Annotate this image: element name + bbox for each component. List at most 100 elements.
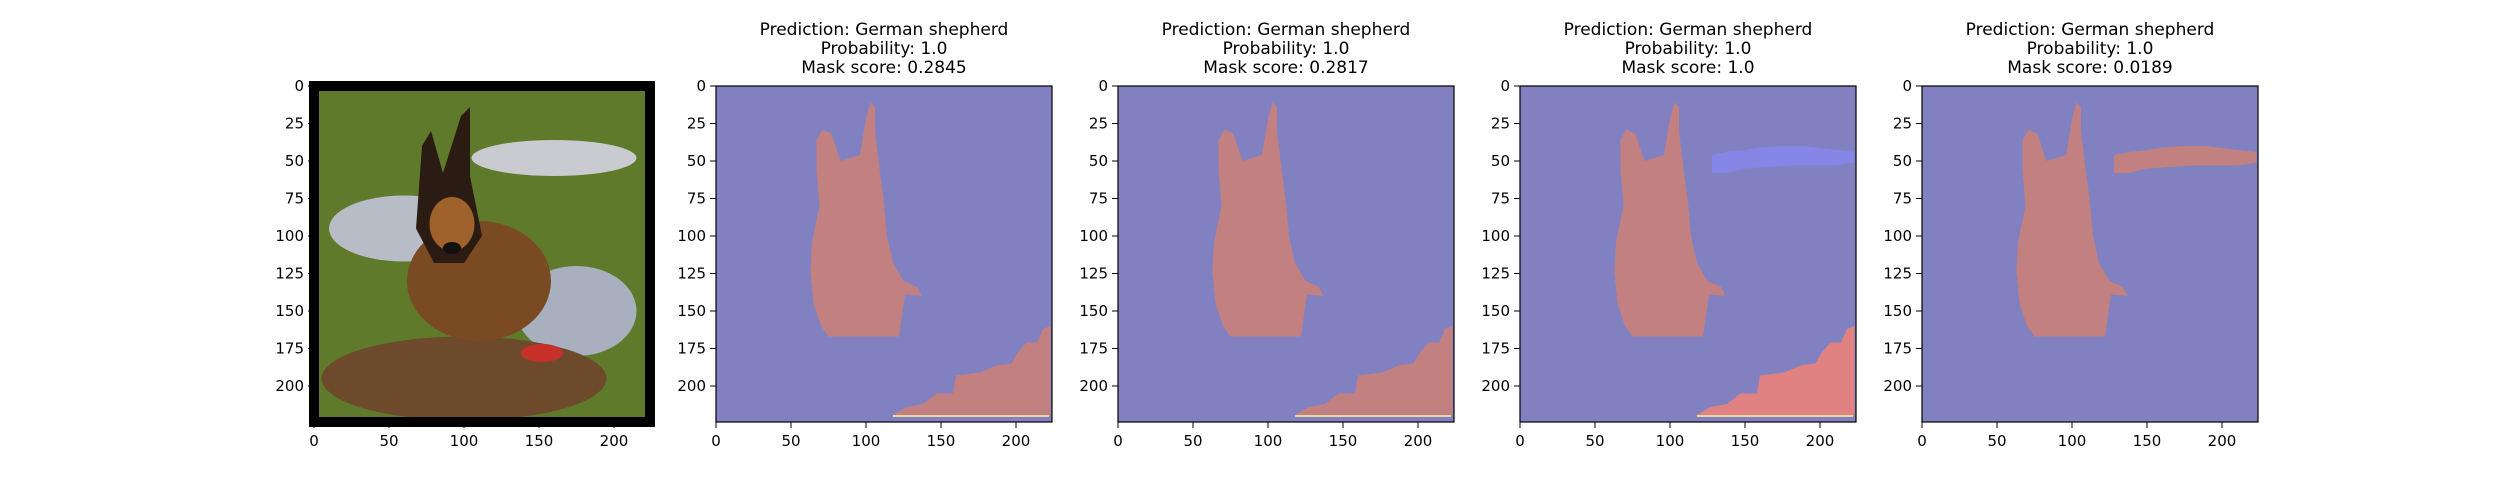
x-tick-label: 50	[1987, 432, 2006, 450]
y-tick-label: 50	[285, 152, 304, 170]
y-tick-label: 50	[1491, 152, 1510, 170]
y-tick-label: 75	[285, 190, 304, 208]
y-tick-label: 0	[696, 77, 706, 95]
x-tick-label: 50	[379, 432, 398, 450]
y-tick-label: 125	[1883, 265, 1912, 283]
y-tick-label: 25	[687, 115, 706, 133]
mask-region-ground	[1293, 326, 1453, 416]
x-tick-label: 200	[1806, 432, 1835, 450]
dog-nose	[443, 242, 461, 254]
y-tick-label: 175	[677, 340, 706, 358]
x-tick-label: 100	[1254, 432, 1283, 450]
mask-region-dog	[1212, 102, 1324, 337]
mask-region-dog	[1614, 102, 1726, 337]
axes-frame	[1519, 85, 1857, 423]
x-tick-label: 0	[1917, 432, 1927, 450]
y-tick-label: 200	[1883, 377, 1912, 395]
x-tick-label: 200	[600, 432, 629, 450]
y-tick-label: 200	[1481, 377, 1510, 395]
y-tick-label: 75	[1893, 190, 1912, 208]
y-tick-label: 75	[1089, 190, 1108, 208]
x-tick-label: 150	[1731, 432, 1760, 450]
y-tick-label: 0	[1500, 77, 1510, 95]
y-tick-label: 100	[1481, 227, 1510, 245]
mask-region-strip	[1712, 146, 1855, 173]
x-tick-label: 0	[309, 432, 319, 450]
y-tick-label: 25	[1491, 115, 1510, 133]
y-tick-label: 50	[687, 152, 706, 170]
y-tick-label: 150	[1883, 302, 1912, 320]
y-tick-label: 100	[677, 227, 706, 245]
y-tick-label: 0	[1098, 77, 1108, 95]
x-tick-label: 100	[2058, 432, 2087, 450]
y-tick-label: 25	[1893, 115, 1912, 133]
x-tick-label: 100	[450, 432, 479, 450]
axes-frame	[1921, 85, 2259, 423]
subplot-title-line: Probability: 1.0	[2027, 39, 2154, 59]
x-tick-label: 150	[525, 432, 554, 450]
x-tick-label: 200	[1002, 432, 1031, 450]
y-tick-label: 200	[1079, 377, 1108, 395]
y-tick-label: 200	[275, 377, 304, 395]
x-tick-label: 200	[2208, 432, 2237, 450]
water-top	[471, 140, 637, 176]
y-tick-label: 150	[275, 302, 304, 320]
y-tick-label: 75	[687, 190, 706, 208]
subplot-5: Prediction: German shepherdProbability: …	[1883, 20, 2259, 450]
red-toy	[521, 344, 563, 362]
x-tick-label: 0	[1113, 432, 1123, 450]
subplot-4: Prediction: German shepherdProbability: …	[1481, 20, 1857, 450]
y-tick-label: 175	[1883, 340, 1912, 358]
mud-puddle	[321, 336, 607, 421]
mask-region-dog	[2016, 102, 2128, 337]
x-tick-label: 50	[781, 432, 800, 450]
y-tick-label: 100	[1883, 227, 1912, 245]
y-tick-label: 150	[677, 302, 706, 320]
y-tick-label: 125	[1481, 265, 1510, 283]
y-tick-label: 100	[275, 227, 304, 245]
subplot-title-line: Prediction: German shepherd	[760, 20, 1009, 40]
mask-region-dog	[810, 102, 922, 337]
x-tick-label: 150	[927, 432, 956, 450]
y-tick-label: 0	[1902, 77, 1912, 95]
subplot-title-line: Prediction: German shepherd	[1564, 20, 1813, 40]
y-tick-label: 50	[1089, 152, 1108, 170]
y-tick-label: 50	[1893, 152, 1912, 170]
subplot-title-line: Probability: 1.0	[821, 39, 948, 59]
axes-frame	[313, 85, 651, 423]
y-tick-label: 75	[1491, 190, 1510, 208]
subplot-title-line: Mask score: 0.0189	[2007, 58, 2172, 78]
y-tick-label: 0	[294, 77, 304, 95]
y-tick-label: 200	[677, 377, 706, 395]
x-tick-label: 0	[1515, 432, 1525, 450]
axes-frame	[1117, 85, 1455, 423]
x-tick-label: 50	[1183, 432, 1202, 450]
x-tick-label: 100	[852, 432, 881, 450]
subplot-2: Prediction: German shepherdProbability: …	[677, 20, 1053, 450]
y-tick-label: 175	[1079, 340, 1108, 358]
subplot-title-line: Probability: 1.0	[1625, 39, 1752, 59]
x-tick-label: 150	[2133, 432, 2162, 450]
x-tick-label: 50	[1585, 432, 1604, 450]
mask-region-ground	[1695, 326, 1855, 416]
subplot-title-line: Mask score: 0.2845	[801, 58, 966, 78]
subplot-3: Prediction: German shepherdProbability: …	[1079, 20, 1455, 450]
dog-face	[429, 197, 475, 251]
x-tick-label: 100	[1656, 432, 1685, 450]
y-tick-label: 175	[1481, 340, 1510, 358]
y-tick-label: 125	[677, 265, 706, 283]
x-tick-label: 0	[711, 432, 721, 450]
mask-region-ground	[891, 326, 1051, 416]
subplot-title-line: Mask score: 1.0	[1621, 58, 1754, 78]
y-tick-label: 125	[275, 265, 304, 283]
x-tick-label: 150	[1329, 432, 1358, 450]
y-tick-label: 100	[1079, 227, 1108, 245]
subplot-title-line: Probability: 1.0	[1223, 39, 1350, 59]
mask-region-strip	[2114, 146, 2257, 173]
subplot-1: 0 50 100 150 200 0 25 50 75 100 125 150 175 200	[275, 77, 655, 450]
subplot-title-line: Prediction: German shepherd	[1162, 20, 1411, 40]
y-tick-label: 175	[275, 340, 304, 358]
y-tick-label: 25	[1089, 115, 1108, 133]
y-tick-label: 25	[285, 115, 304, 133]
